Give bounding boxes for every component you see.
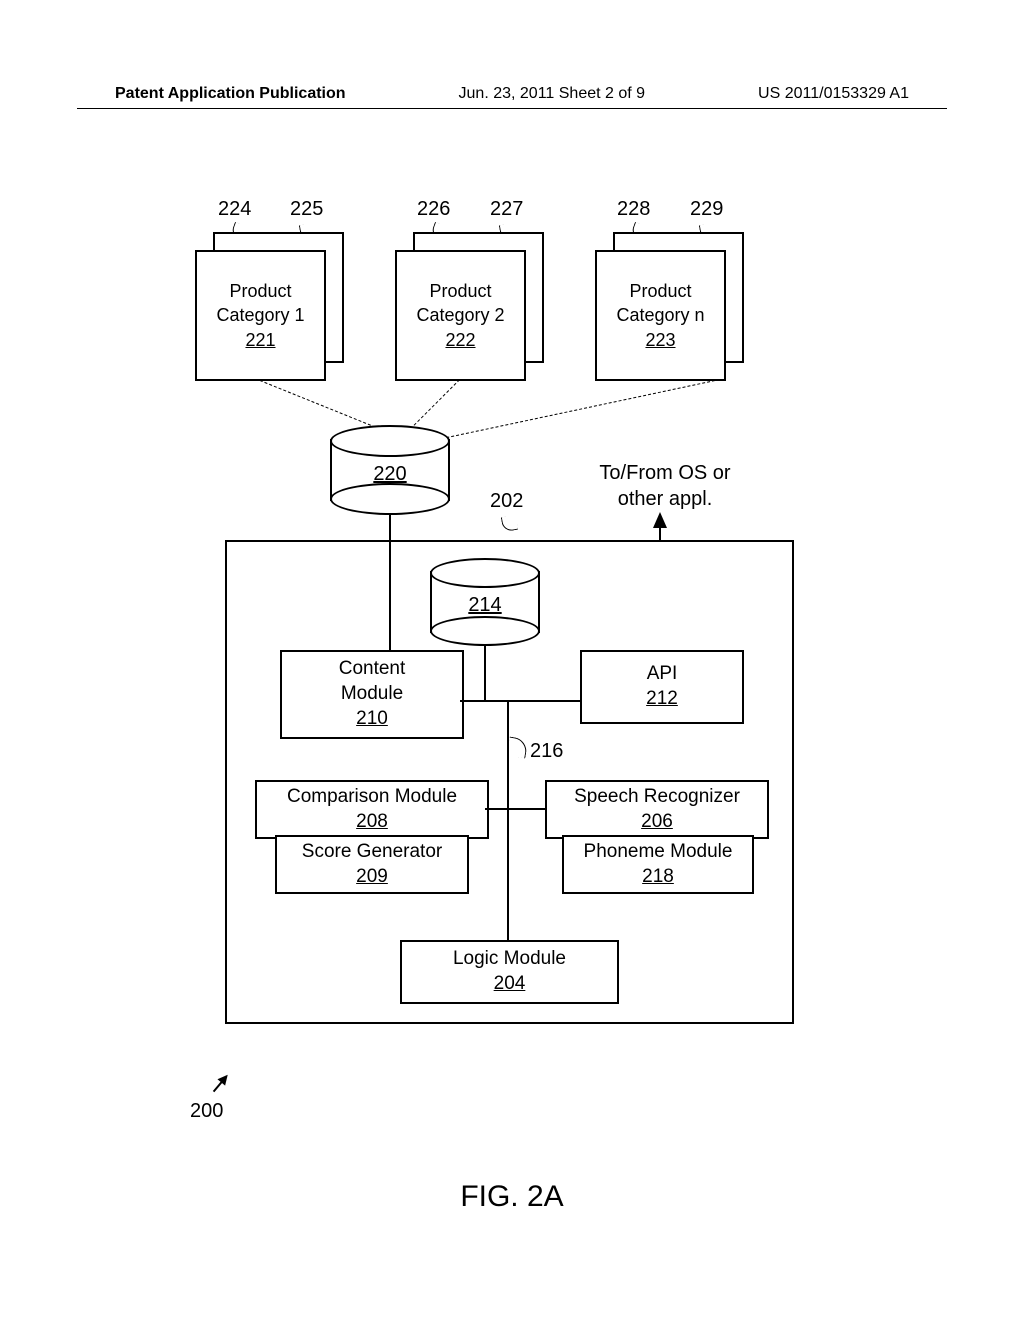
page-header: Patent Application Publication Jun. 23, … (0, 85, 1024, 103)
cylinder-214: 214 (430, 558, 540, 646)
catn-ref: 223 (645, 328, 675, 352)
ref-214: 214 (430, 594, 540, 617)
header-right: US 2011/0153329 A1 (758, 85, 909, 103)
header-left: Patent Application Publication (115, 85, 346, 103)
speech-ref: 206 (641, 810, 673, 835)
catn-l1: Product (629, 279, 691, 303)
module-phoneme: Phoneme Module 218 (562, 835, 754, 894)
ref-200: 200 (190, 1100, 223, 1123)
api-l1: API (647, 662, 678, 687)
stack-cat1: Product Category 1 221 (195, 232, 340, 377)
api-ref: 212 (646, 687, 678, 712)
ref-225: 225 (290, 198, 323, 221)
cat2-l1: Product (429, 279, 491, 303)
ref-224: 224 (218, 198, 251, 221)
comp-ref: 208 (356, 810, 388, 835)
logic-ref: 204 (494, 972, 526, 997)
ref-228: 228 (617, 198, 650, 221)
score-l1: Score Generator (302, 840, 442, 865)
conn-vbus (507, 700, 509, 940)
ref-202: 202 (490, 490, 523, 513)
ref-229: 229 (690, 198, 723, 221)
conn-stub-r (507, 808, 545, 810)
conn-220-down (389, 515, 391, 655)
conn-bus-top (460, 700, 580, 702)
module-speech: Speech Recognizer 206 (545, 780, 769, 839)
content-l1: Content (339, 657, 406, 682)
os-l1: To/From OS or (565, 460, 765, 486)
cat1-l2: Category 1 (216, 303, 304, 327)
content-ref: 210 (356, 707, 388, 732)
conn-stub-l (485, 808, 509, 810)
figure-label: FIG. 2A (0, 1180, 1024, 1214)
module-api: API 212 (580, 650, 744, 724)
conn-214-210 (484, 646, 486, 701)
content-l2: Module (341, 682, 403, 707)
tick-202 (501, 515, 518, 532)
os-label: To/From OS or other appl. (565, 460, 765, 512)
cat1-ref: 221 (245, 328, 275, 352)
phon-l1: Phoneme Module (584, 840, 733, 865)
module-comparison: Comparison Module 208 (255, 780, 489, 839)
stack-cat2: Product Category 2 222 (395, 232, 540, 377)
card-front-n: Product Category n 223 (595, 250, 726, 381)
stack-catn: Product Category n 223 (595, 232, 740, 377)
ref-226: 226 (417, 198, 450, 221)
ref-220: 220 (330, 463, 450, 486)
cylinder-220: 220 (330, 425, 450, 515)
header-rule (77, 108, 947, 109)
card-front-2: Product Category 2 222 (395, 250, 526, 381)
logic-l1: Logic Module (453, 947, 566, 972)
module-logic: Logic Module 204 (400, 940, 619, 1004)
cat2-ref: 222 (445, 328, 475, 352)
catn-l2: Category n (616, 303, 704, 327)
dash-3 (407, 379, 720, 447)
header-mid: Jun. 23, 2011 Sheet 2 of 9 (459, 85, 646, 103)
ref-216: 216 (530, 740, 563, 763)
diagram-fig-2a: 224 225 226 227 228 229 Product Category… (0, 180, 1024, 1100)
module-score: Score Generator 209 (275, 835, 469, 894)
score-ref: 209 (356, 865, 388, 890)
cat2-l2: Category 2 (416, 303, 504, 327)
os-l2: other appl. (565, 486, 765, 512)
ref-227: 227 (490, 198, 523, 221)
module-content: Content Module 210 (280, 650, 464, 739)
cat1-l1: Product (229, 279, 291, 303)
phon-ref: 218 (642, 865, 674, 890)
card-front-1: Product Category 1 221 (195, 250, 326, 381)
speech-l1: Speech Recognizer (574, 785, 740, 810)
comp-l1: Comparison Module (287, 785, 457, 810)
